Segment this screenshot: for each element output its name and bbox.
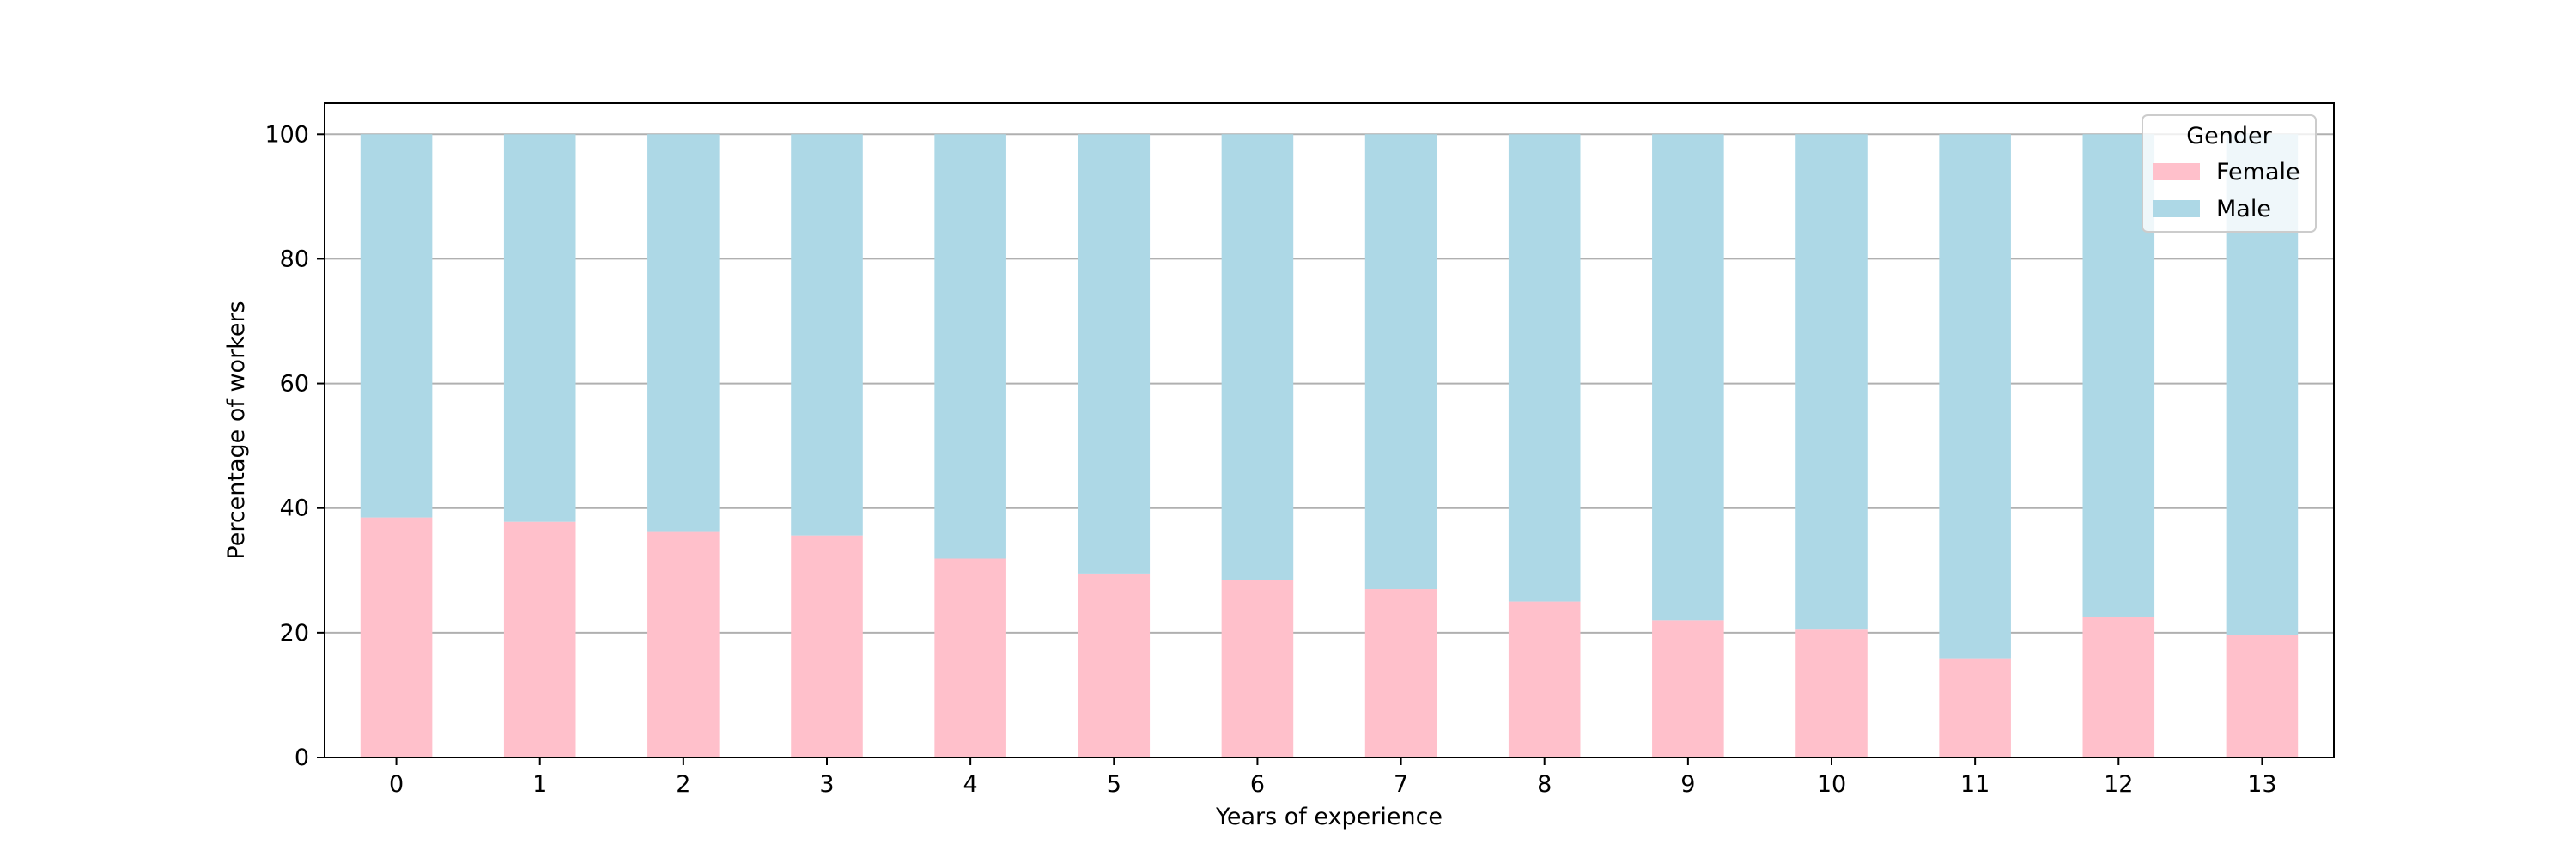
bar-male-5: [1078, 134, 1151, 574]
bar-female-5: [1078, 573, 1151, 757]
legend-swatch-male: [2153, 200, 2200, 217]
plot-frame: [324, 102, 2335, 758]
x-tick-label: 4: [963, 771, 978, 798]
bar-male-10: [1795, 134, 1868, 630]
x-tick-label: 9: [1680, 771, 1695, 798]
x-tick-label: 11: [1960, 771, 1990, 798]
bar-female-2: [647, 531, 720, 757]
bar-male-0: [360, 134, 433, 518]
y-tick-label: 60: [280, 371, 309, 398]
bar-female-4: [934, 558, 1006, 757]
x-axis-label: Years of experience: [1215, 804, 1443, 830]
bar-male-4: [934, 134, 1006, 559]
x-axis: 0 1 2 3 4 5 6 7 8 9 10 11 12 13: [389, 757, 2277, 798]
grid-lines: [325, 133, 2334, 758]
x-tick-label: 5: [1107, 771, 1121, 798]
bar-female-1: [503, 521, 576, 757]
x-tick-label: 13: [2247, 771, 2276, 798]
bar-male-3: [791, 134, 863, 536]
bar-female-8: [1508, 601, 1581, 757]
bar-female-0: [360, 517, 433, 757]
y-tick-label: 80: [280, 246, 309, 272]
legend-swatch-female: [2153, 163, 2200, 180]
y-tick-label: 20: [280, 620, 309, 647]
x-tick-label: 0: [389, 771, 404, 798]
bar-male-9: [1652, 134, 1724, 621]
x-tick-label: 3: [819, 771, 834, 798]
y-tick-label: 100: [264, 121, 309, 148]
bar-female-6: [1221, 580, 1294, 757]
y-axis: 0 20 40 60 80 100: [264, 121, 325, 771]
bar-female-11: [1939, 658, 2011, 757]
bar-male-11: [1939, 134, 2011, 659]
x-tick-label: 10: [1817, 771, 1846, 798]
legend-title: Gender: [2186, 123, 2272, 149]
x-tick-label: 6: [1250, 771, 1265, 798]
x-tick-label: 8: [1537, 771, 1552, 798]
bar-female-9: [1652, 620, 1724, 757]
bar-male-2: [647, 134, 720, 532]
bar-female-7: [1364, 589, 1437, 757]
x-tick-label: 1: [532, 771, 547, 798]
x-tick-label: 7: [1394, 771, 1408, 798]
legend-label-male: Male: [2216, 196, 2271, 222]
bar-male-1: [503, 134, 576, 522]
legend-label-female: Female: [2216, 159, 2300, 185]
bar-female-3: [791, 535, 863, 757]
y-tick-label: 40: [280, 495, 309, 522]
bar-female-12: [2082, 616, 2155, 757]
bar-male-8: [1508, 134, 1581, 602]
bar-male-7: [1364, 134, 1437, 590]
y-axis-label: Percentage of workers: [223, 301, 250, 559]
bars: [360, 134, 2299, 757]
x-tick-label: 2: [676, 771, 690, 798]
bar-female-13: [2226, 635, 2299, 757]
x-tick-label: 12: [2104, 771, 2133, 798]
y-tick-label: 0: [295, 744, 309, 771]
bar-male-6: [1221, 134, 1294, 580]
bar-female-10: [1795, 629, 1868, 757]
legend: Gender Female Male: [2142, 114, 2317, 233]
